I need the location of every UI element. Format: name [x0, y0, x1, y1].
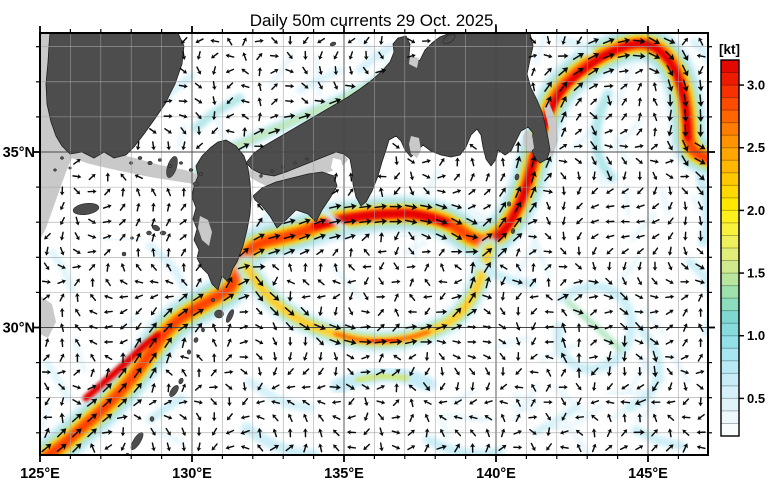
- lon-label: 135°E: [324, 466, 364, 482]
- colorbar-tick-label: 3.0: [747, 78, 765, 93]
- island: [72, 203, 100, 215]
- island: [442, 33, 456, 45]
- bay-ariake-sea: [198, 216, 212, 246]
- island: [214, 309, 224, 319]
- land-honshu: [245, 33, 551, 207]
- colorbar-tick-label: 1.5: [747, 266, 765, 281]
- flow-wisp-left-2: [42, 358, 72, 402]
- shallow-seto-inland-sea: [248, 150, 348, 190]
- island: [305, 157, 309, 161]
- colorbar-tick-label: 0.5: [747, 391, 765, 406]
- island: [137, 156, 143, 160]
- chart-title: Daily 50m currents 29 Oct. 2025.: [250, 11, 499, 30]
- island: [169, 385, 179, 397]
- land-shikoku: [252, 171, 338, 229]
- island: [147, 160, 153, 166]
- island: [201, 327, 205, 333]
- flow-wisp-se-diagonal: [565, 299, 623, 352]
- lon-label: 130°E: [172, 466, 212, 482]
- island: [186, 349, 192, 355]
- island: [506, 201, 512, 207]
- flow-wisp-bottom-3: [86, 464, 140, 477]
- island: [68, 166, 72, 170]
- flow-wisp-kyushu-west: [146, 242, 188, 292]
- bay-tokyo-bay: [523, 130, 534, 154]
- lon-label: 125°E: [20, 466, 60, 482]
- flow-wisp-ne-corner: [690, 38, 708, 68]
- flow-wisp-japan-sea-1: [194, 96, 242, 130]
- lon-label: 145°E: [628, 466, 668, 482]
- island: [157, 158, 163, 162]
- flow-wisp-south-blob-core: [355, 372, 409, 383]
- current-arrows-layer: [41, 35, 706, 453]
- bay-osaka-bay: [331, 158, 343, 174]
- island: [146, 230, 152, 236]
- island: [259, 174, 263, 178]
- bay-ise-bay: [409, 136, 421, 158]
- island: [167, 164, 173, 168]
- island: [198, 172, 204, 176]
- flow-wisp-bottom-4: [532, 404, 580, 436]
- flow-kuroshio-core-northeast: [493, 40, 692, 242]
- flow-wisp-inner-bend: [593, 92, 614, 180]
- island: [210, 297, 216, 303]
- island: [193, 337, 199, 343]
- flow-wisp-bottom-2: [423, 435, 505, 455]
- map-frame: [33, 26, 715, 462]
- island: [121, 251, 127, 257]
- island: [226, 309, 234, 323]
- island: [178, 377, 184, 385]
- island: [192, 181, 200, 187]
- island: [514, 173, 520, 181]
- colorbar-tick-label: 2.5: [747, 140, 765, 155]
- colorbar: 3.0 2.5 2.0 1.5 1.0 0.5 [kt]: [719, 42, 765, 437]
- lat-label: 35°N: [3, 145, 35, 161]
- bay-toyama-bay: [409, 56, 419, 68]
- island: [510, 228, 516, 234]
- land-layer: [45, 33, 551, 467]
- flow-wisp-se-ring: [553, 281, 637, 375]
- island: [130, 236, 134, 240]
- land-kyushu: [191, 139, 252, 291]
- island: [270, 169, 274, 173]
- flow-wisp-se-right: [685, 257, 708, 337]
- colorbar-unit-label: [kt]: [719, 42, 740, 57]
- island: [60, 156, 64, 160]
- lon-label: 140°E: [476, 466, 516, 482]
- colorbar-tick-label: 2.0: [747, 203, 765, 218]
- axis-labels: 125°E 130°E 135°E 140°E 145°E 35°N 30°N: [3, 145, 669, 482]
- island: [178, 161, 184, 165]
- lat-label: 30°N: [3, 321, 35, 337]
- island: [149, 416, 155, 422]
- map-inner: [40, 33, 708, 477]
- flow-wisp-kii-channel: [318, 204, 350, 234]
- colorbar-tick-label: 1.0: [747, 328, 765, 343]
- island: [53, 168, 57, 172]
- island: [117, 463, 121, 467]
- island: [130, 432, 144, 450]
- island: [293, 161, 297, 165]
- island: [329, 41, 337, 47]
- island: [159, 230, 167, 236]
